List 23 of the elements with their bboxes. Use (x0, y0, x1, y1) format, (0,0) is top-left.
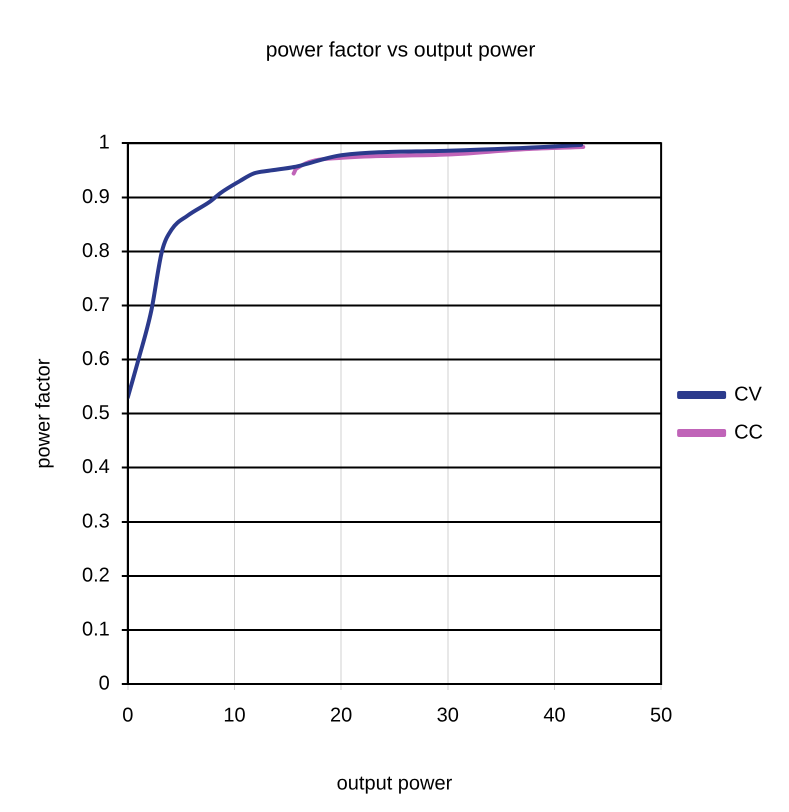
line-series (128, 143, 584, 400)
x-tick-label: 50 (650, 704, 672, 727)
x-tick-label: 20 (330, 704, 352, 727)
y-tick-label: 0.7 (82, 294, 110, 316)
x-tick-label: 40 (543, 704, 566, 727)
y-tick-label: 0.8 (82, 240, 110, 262)
y-tick-label: 0.3 (82, 510, 110, 532)
legend-label: CC (734, 422, 764, 444)
y-tick-label: 0.6 (82, 348, 110, 370)
legend-label: CV (734, 384, 763, 406)
x-tick-label: 10 (223, 704, 246, 727)
y-tick-label: 0.9 (82, 186, 110, 208)
y-tick-label: 0.2 (82, 564, 110, 586)
x-tick-label: 0 (122, 704, 134, 727)
y-tick-label: 0.5 (82, 402, 110, 424)
y-tick-label: 0.4 (82, 456, 110, 478)
x-axis-title: output power (336, 772, 453, 795)
x-tick-label: 30 (436, 704, 459, 727)
y-tick-label: 0 (98, 672, 110, 695)
y-tick-label: 0.1 (82, 618, 110, 640)
chart-title: power factor vs output power (266, 38, 536, 62)
y-tick-label: 1 (98, 132, 110, 154)
y-axis-title: power factor (32, 358, 55, 469)
